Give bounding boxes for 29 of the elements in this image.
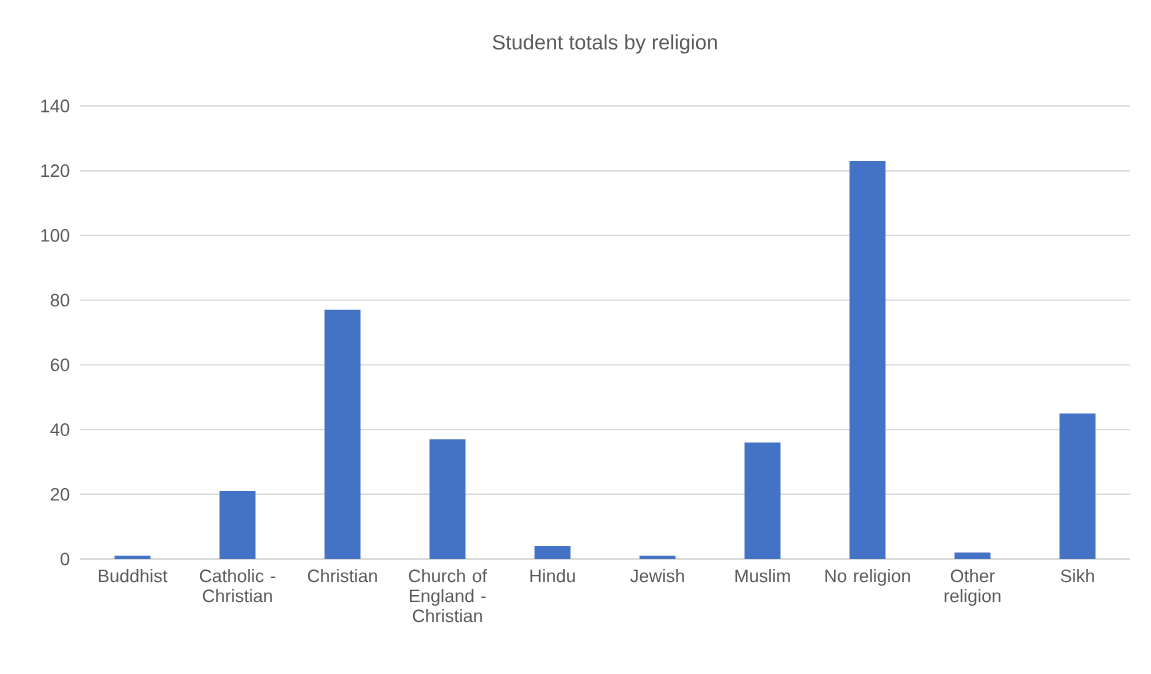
- bar: [639, 555, 676, 559]
- x-tick-label: No religion: [825, 569, 910, 586]
- y-tick-label: 20: [50, 487, 70, 501]
- x-tick-label: Catholic - Christian: [199, 569, 276, 603]
- bar: [534, 546, 571, 559]
- y-tick-label: 80: [50, 293, 70, 307]
- x-tick-label: Jewish: [630, 569, 684, 583]
- x-tick-label: Christian: [307, 569, 377, 583]
- bar: [744, 442, 781, 559]
- y-tick-label: 40: [50, 423, 70, 436]
- x-tick-label: Church of England - Christian: [408, 569, 488, 623]
- y-tick-label: 120: [41, 164, 70, 178]
- bar: [1059, 413, 1096, 559]
- y-tick-label: 60: [50, 358, 70, 372]
- x-tick-label: Buddhist: [98, 569, 168, 583]
- x-tick-label: Hindu: [530, 569, 575, 583]
- bar: [849, 161, 886, 559]
- x-tick-label: Sikh: [1060, 569, 1094, 583]
- chart-title: Student totals by religion: [492, 34, 717, 54]
- x-tick-label: Muslim: [735, 569, 790, 583]
- bar: [219, 491, 256, 559]
- y-tick-label: 100: [41, 229, 70, 242]
- x-tick-label: Other religion: [944, 569, 1001, 606]
- bar: [324, 309, 361, 559]
- y-tick-label: 0: [60, 552, 70, 566]
- bar: [114, 555, 151, 559]
- bar: [954, 552, 991, 559]
- bar: [429, 439, 466, 559]
- y-tick-label: 140: [41, 99, 70, 113]
